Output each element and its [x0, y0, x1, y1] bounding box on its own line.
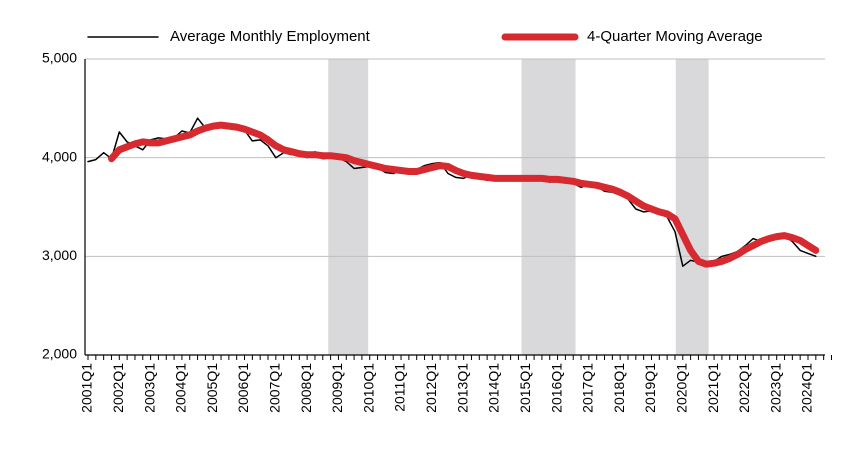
x-tick-label: 2018Q1 — [611, 363, 627, 413]
x-tick-label: 2013Q1 — [454, 363, 470, 413]
shaded-period — [328, 59, 369, 355]
x-tick-label: 2006Q1 — [235, 363, 251, 413]
x-tick-label: 2021Q1 — [705, 363, 721, 413]
x-tick-label: 2005Q1 — [204, 363, 220, 413]
x-tick-label: 2015Q1 — [517, 363, 533, 413]
x-tick-label: 2012Q1 — [423, 363, 439, 413]
legend-label: 4-Quarter Moving Average — [587, 28, 763, 45]
y-tick-label: 2,000 — [42, 346, 77, 362]
y-tick-label: 5,000 — [42, 50, 77, 66]
x-tick-label: 2022Q1 — [736, 363, 752, 413]
shaded-period — [675, 59, 709, 355]
x-tick-label: 2009Q1 — [329, 363, 345, 413]
x-tick-label: 2023Q1 — [767, 363, 783, 413]
x-tick-label: 2011Q1 — [392, 363, 408, 412]
shaded-period — [521, 59, 576, 355]
legend-label: Average Monthly Employment — [170, 28, 371, 45]
x-tick-label: 2014Q1 — [486, 363, 502, 413]
y-tick-label: 4,000 — [42, 148, 77, 164]
x-tick-label: 2020Q1 — [673, 363, 689, 413]
series-line — [108, 121, 820, 268]
x-tick-label: 2001Q1 — [79, 363, 95, 413]
y-tick-label: 3,000 — [42, 247, 77, 263]
x-tick-label: 2016Q1 — [548, 363, 564, 413]
x-tick-label: 2007Q1 — [267, 363, 283, 413]
x-tick-label: 2024Q1 — [799, 363, 815, 413]
x-tick-label: 2017Q1 — [580, 363, 596, 413]
x-tick-label: 2010Q1 — [360, 363, 376, 413]
x-tick-label: 2004Q1 — [173, 363, 189, 413]
x-tick-label: 2019Q1 — [642, 363, 658, 413]
x-tick-label: 2003Q1 — [141, 363, 157, 413]
x-tick-label: 2008Q1 — [298, 363, 314, 413]
x-tick-label: 2002Q1 — [110, 363, 126, 413]
